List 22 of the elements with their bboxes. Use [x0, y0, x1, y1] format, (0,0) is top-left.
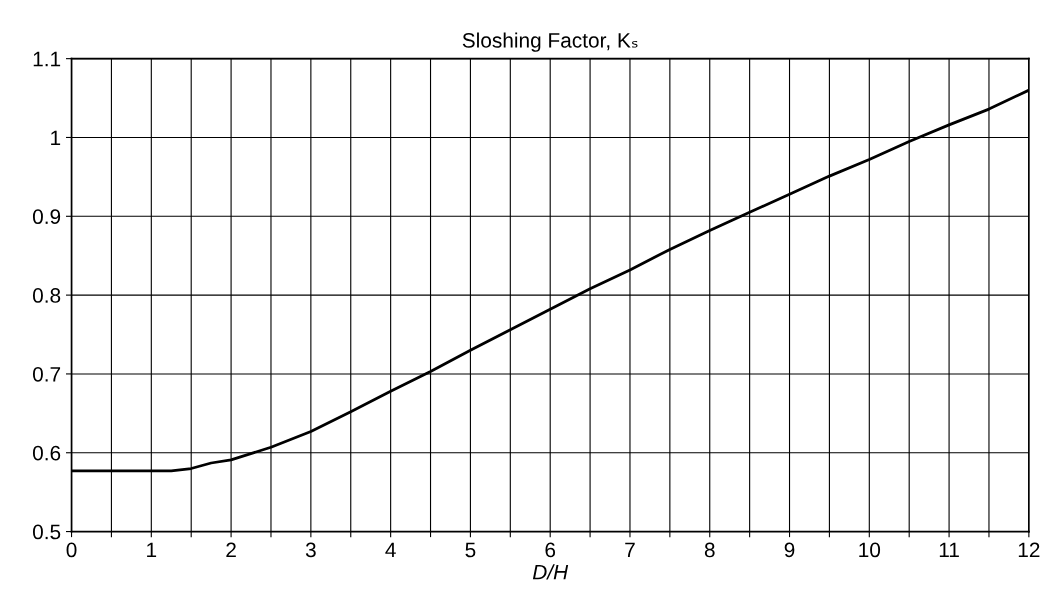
- chart-title: Sloshing Factor, Kₛ: [462, 32, 638, 52]
- x-tick-label: 12: [1018, 542, 1040, 558]
- x-tick-label: 11: [939, 542, 959, 558]
- x-tick-label: 7: [625, 542, 635, 558]
- y-tick-label: 1.1: [33, 51, 61, 67]
- x-tick-label: 2: [226, 542, 236, 558]
- y-tick-label: 0.9: [32, 209, 61, 225]
- x-tick-label: 9: [784, 542, 795, 558]
- x-tick-label: 10: [859, 542, 881, 558]
- x-tick-label: 3: [305, 542, 316, 558]
- x-tick-label: 5: [465, 542, 476, 558]
- x-tick-label: 4: [385, 542, 396, 558]
- x-tick-label: 0: [66, 542, 77, 558]
- x-tick-label: 8: [704, 542, 715, 558]
- y-tick-label: 1: [51, 130, 61, 146]
- x-tick-label: 1: [147, 542, 157, 558]
- y-tick-label: 0.5: [32, 524, 61, 540]
- x-axis-title: D/H: [532, 564, 569, 580]
- y-tick-label: 0.6: [32, 445, 61, 461]
- y-tick-label: 0.8: [32, 288, 61, 303]
- y-tick-label: 0.7: [32, 366, 61, 382]
- x-tick-label: 6: [545, 542, 556, 558]
